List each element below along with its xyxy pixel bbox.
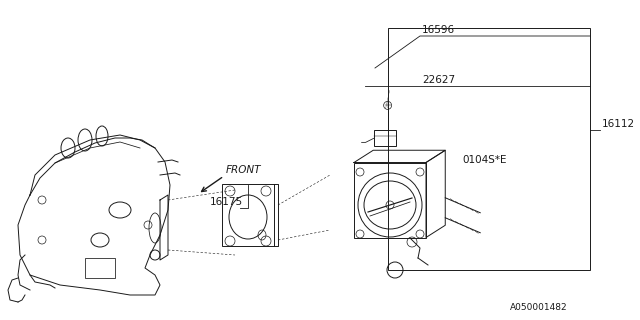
Text: FRONT: FRONT [226, 165, 262, 175]
Text: 22627: 22627 [422, 75, 455, 85]
Bar [85, 258, 115, 278]
Bar [354, 163, 426, 237]
Text: 16112: 16112 [602, 119, 635, 129]
Text: 16596: 16596 [422, 25, 455, 35]
Bar [222, 184, 274, 246]
Text: 16175: 16175 [210, 197, 243, 207]
Text: A050001482: A050001482 [510, 303, 568, 312]
Bar [374, 130, 396, 146]
Bar [388, 28, 590, 270]
Text: 0104S*E: 0104S*E [462, 155, 506, 165]
